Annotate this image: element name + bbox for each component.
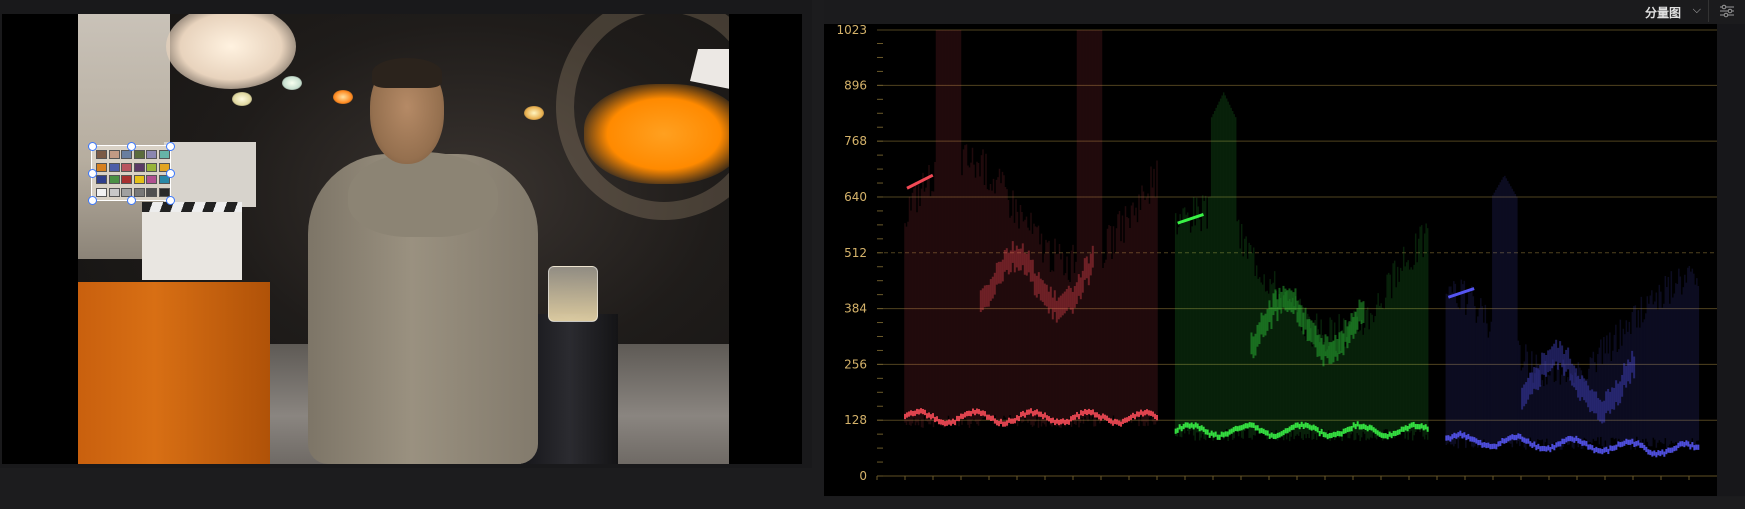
selection-handle[interactable] [88,196,97,205]
selection-handle[interactable] [166,169,175,178]
y-axis-label: 384 [844,302,867,316]
color-patch [108,187,120,197]
white-card [164,142,256,207]
color-patch [146,150,157,159]
selection-handle[interactable] [127,142,136,151]
color-checker-chart [91,145,171,201]
color-patch [158,187,170,197]
color-patch [158,162,170,172]
color-patch [146,187,157,197]
color-patch [108,150,120,159]
parade-scope[interactable]: 1023 896 768 640 512 384 256 128 0 [824,24,1717,496]
y-axis-label: 640 [844,190,867,204]
color-patch [96,162,107,172]
chevron-down-icon[interactable]: ⌵ [1692,3,1701,16]
video-frame-image[interactable] [78,14,729,464]
bulb-light [282,76,302,90]
glass-jar [548,266,598,322]
color-patch [133,175,145,184]
y-axis-label: 1023 [836,24,867,37]
y-axis-label: 896 [844,78,867,92]
selection-handle[interactable] [166,142,175,151]
bulb-light [333,90,353,104]
red-channel-trace [904,30,1158,428]
clapperboard [142,212,242,280]
scope-header: 分量图 ⌵ [824,0,1745,24]
color-patch [121,150,132,159]
person-hair [372,58,442,88]
color-patch [133,162,145,172]
color-patch [96,150,107,159]
scope-side-strip [1717,24,1745,496]
selection-handle[interactable] [88,142,97,151]
softbox-light [166,14,296,89]
color-patch [158,150,170,159]
viewer-frame[interactable] [2,14,802,464]
color-patch [146,175,157,184]
bulb-light [232,92,252,106]
bulb-light [524,106,544,120]
y-axis-label: 512 [844,246,867,260]
y-axis-label: 768 [844,134,867,148]
color-patch [108,162,120,172]
color-patch [96,175,107,184]
orange-lamp-glow [584,84,729,184]
color-patch [146,162,157,172]
color-patch [158,175,170,184]
color-patch [121,175,132,184]
scope-panel: 分量图 ⌵ 1023 896 768 640 512 384 256 128 0 [824,0,1745,497]
orange-table [78,282,270,464]
color-patch [133,187,145,197]
y-axis-label: 256 [844,357,867,371]
parade-scope-graph: 1023 896 768 640 512 384 256 128 0 [836,24,1717,483]
bottom-bar [0,497,1745,509]
y-axis-label: 0 [859,469,867,483]
color-patch [121,187,132,197]
selection-handle[interactable] [166,196,175,205]
color-patch [108,175,120,184]
green-channel-trace [1174,92,1429,442]
video-viewer[interactable] [0,0,812,468]
y-axis-label: 128 [844,413,867,427]
person-hood [348,152,498,237]
selection-handle[interactable] [127,196,136,205]
sliders-icon[interactable] [1708,0,1745,22]
blue-channel-trace [1445,175,1700,458]
color-patch [121,162,132,172]
color-patch [96,187,107,197]
scope-type-selector[interactable]: 分量图 [1644,6,1681,20]
selection-handle[interactable] [88,169,97,178]
color-patch [133,150,145,159]
